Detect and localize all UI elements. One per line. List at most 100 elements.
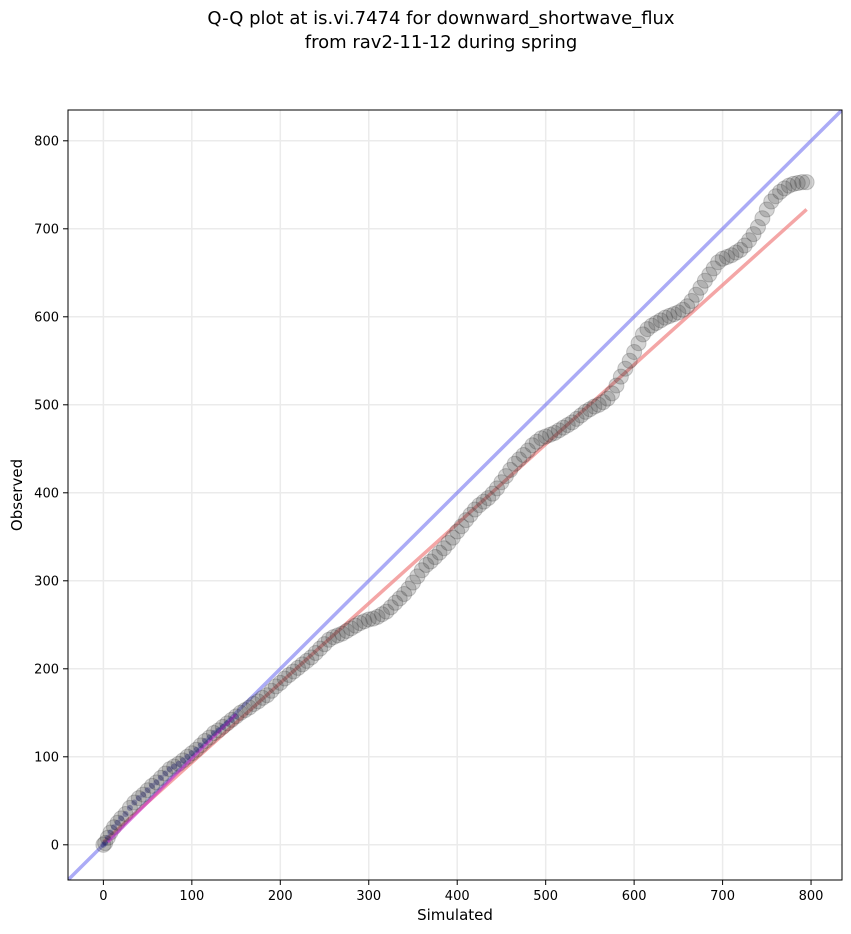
qq-point [497,468,514,485]
qq-point [281,666,298,683]
qq-point [241,699,258,716]
qq-point [369,608,386,625]
qq-point [422,553,439,570]
x-tick-label: 400 [445,889,470,904]
qq-points [95,174,815,853]
qq-point [236,702,253,719]
qq-point [581,401,598,418]
qq-point [356,613,373,630]
low-range-point [193,746,200,753]
qq-point [404,574,421,591]
qq-point [387,594,404,611]
qq-point [719,248,736,265]
qq-point [152,769,169,786]
low-range-point [144,787,151,794]
qq-point [192,737,209,754]
qq-point [161,761,178,778]
qq-point [360,611,377,628]
qq-point [272,674,289,691]
low-range-point [171,763,178,770]
qq-point [701,266,718,283]
qq-point [621,352,638,369]
low-range-point [233,713,240,720]
qq-point [329,627,346,644]
qq-point [121,799,138,816]
plot-frame [67,109,843,881]
low-range-point [202,737,209,744]
qq-point [166,758,183,775]
qq-point [205,725,222,742]
qq-point [289,659,306,676]
low-range-point [157,774,164,781]
qq-point [400,580,417,597]
qq-point [550,422,567,439]
qq-point [502,461,519,478]
low-range-point [166,766,173,773]
low-range-point [104,834,111,841]
low-range-point [188,750,195,757]
x-tick-label: 500 [533,889,558,904]
chart-title-line-2: from rav2-11-12 during spring [305,32,578,53]
qq-point [776,180,793,197]
qq-point [661,307,678,324]
x-tick-label: 200 [268,889,293,904]
low-range-point [114,819,121,826]
qq-point [546,424,563,441]
y-tick-label: 300 [34,574,59,589]
qq-point [435,540,452,557]
qq-point [745,226,762,243]
qq-point [130,790,147,807]
qq-point [343,620,360,637]
qq-point [338,622,355,639]
qq-point [555,419,572,436]
qq-point [688,286,705,303]
qq-point [559,417,576,434]
qq-point [674,301,691,318]
qq-point [431,544,448,561]
low-range-point [140,791,147,798]
qq-point [201,729,218,746]
qq-point [604,385,621,402]
qq-point [789,175,806,192]
qq-point [188,741,205,758]
qq-point [484,485,501,502]
qq-point [334,625,351,642]
qq-point [144,777,161,794]
qq-point [471,497,488,514]
fit-line [102,208,808,844]
qq-point [794,174,811,191]
qq-point [732,241,749,258]
x-tick-label: 700 [710,889,735,904]
qq-point [705,260,722,277]
qq-point [763,193,780,210]
qq-point [312,640,329,657]
low-fit-overlay [100,713,240,848]
x-tick-label: 300 [356,889,381,904]
qq-point [577,403,594,420]
qq-point [183,745,200,762]
qq-point [418,556,435,573]
y-axis-ticks: 0 100 200 300 400 500 600 700 800 [34,134,68,853]
qq-point [767,188,784,205]
qq-point [285,663,302,680]
qq-point [780,177,797,194]
low-range-fit-line [106,713,238,844]
qq-point [785,175,802,192]
qq-point [758,201,775,218]
chart-title-line-1: Q-Q plot at is.vi.7474 for downward_shor… [207,8,675,29]
qq-point [232,704,249,721]
low-range-point [219,723,226,730]
qq-point [564,414,581,431]
qq-point [643,317,660,334]
y-tick-label: 0 [51,838,59,853]
qq-point [537,428,554,445]
qq-point [374,606,391,623]
qq-point [736,237,753,254]
qq-point [754,210,771,227]
x-tick-label: 0 [99,889,107,904]
qq-point [382,599,399,616]
qq-point [259,687,276,704]
low-range-point [179,757,186,764]
qq-point [449,523,466,540]
